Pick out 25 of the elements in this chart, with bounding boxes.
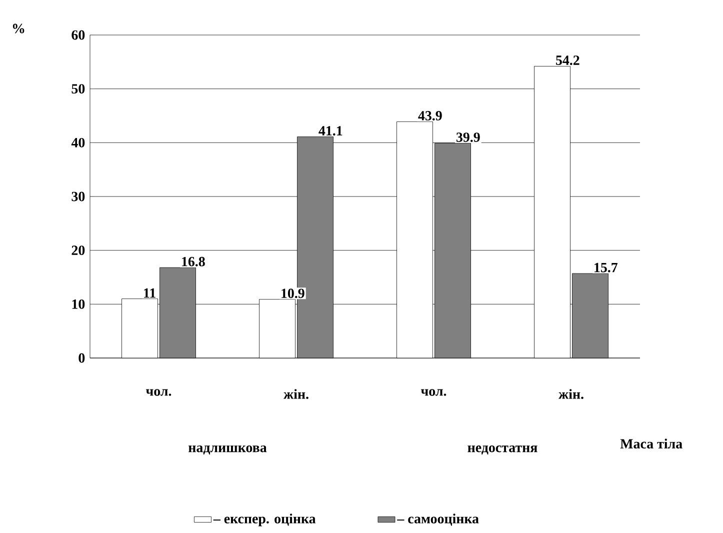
y-tick-label: 40 bbox=[71, 138, 85, 148]
y-tick-label: 60 bbox=[72, 30, 85, 40]
y-tick-label: 50 bbox=[72, 84, 85, 94]
x-tick-label: жін. bbox=[558, 389, 584, 399]
legend-label: – самооцінка bbox=[397, 514, 479, 526]
text: недостатня bbox=[468, 445, 538, 454]
legend-label: – експер. оцінка bbox=[213, 514, 316, 526]
data-label: 10.9 bbox=[282, 288, 304, 298]
data-label: 39.9 bbox=[456, 132, 480, 142]
data-label: 11 bbox=[144, 288, 156, 298]
y-tick-label: 10 bbox=[72, 299, 85, 309]
x-tick-label: жін. bbox=[284, 389, 308, 399]
data-label: 43.9 bbox=[418, 111, 442, 120]
x-axis-title: Маса тіла bbox=[620, 438, 682, 449]
y-tick-label: 30 bbox=[72, 192, 85, 202]
y-tick-label: 20 bbox=[72, 246, 85, 256]
text: надлишкова bbox=[188, 445, 267, 454]
data-label: 15.7 bbox=[594, 262, 618, 272]
x-tick-label: чол. bbox=[420, 389, 446, 396]
y-axis-title: % bbox=[12, 24, 24, 34]
x-tick-label: чол. bbox=[146, 389, 172, 396]
y-tick-label: 0 bbox=[78, 353, 85, 363]
data-label: 16.8 bbox=[182, 256, 205, 266]
data-label: 54.2 bbox=[556, 56, 580, 66]
data-label: 41.1 bbox=[318, 126, 342, 136]
